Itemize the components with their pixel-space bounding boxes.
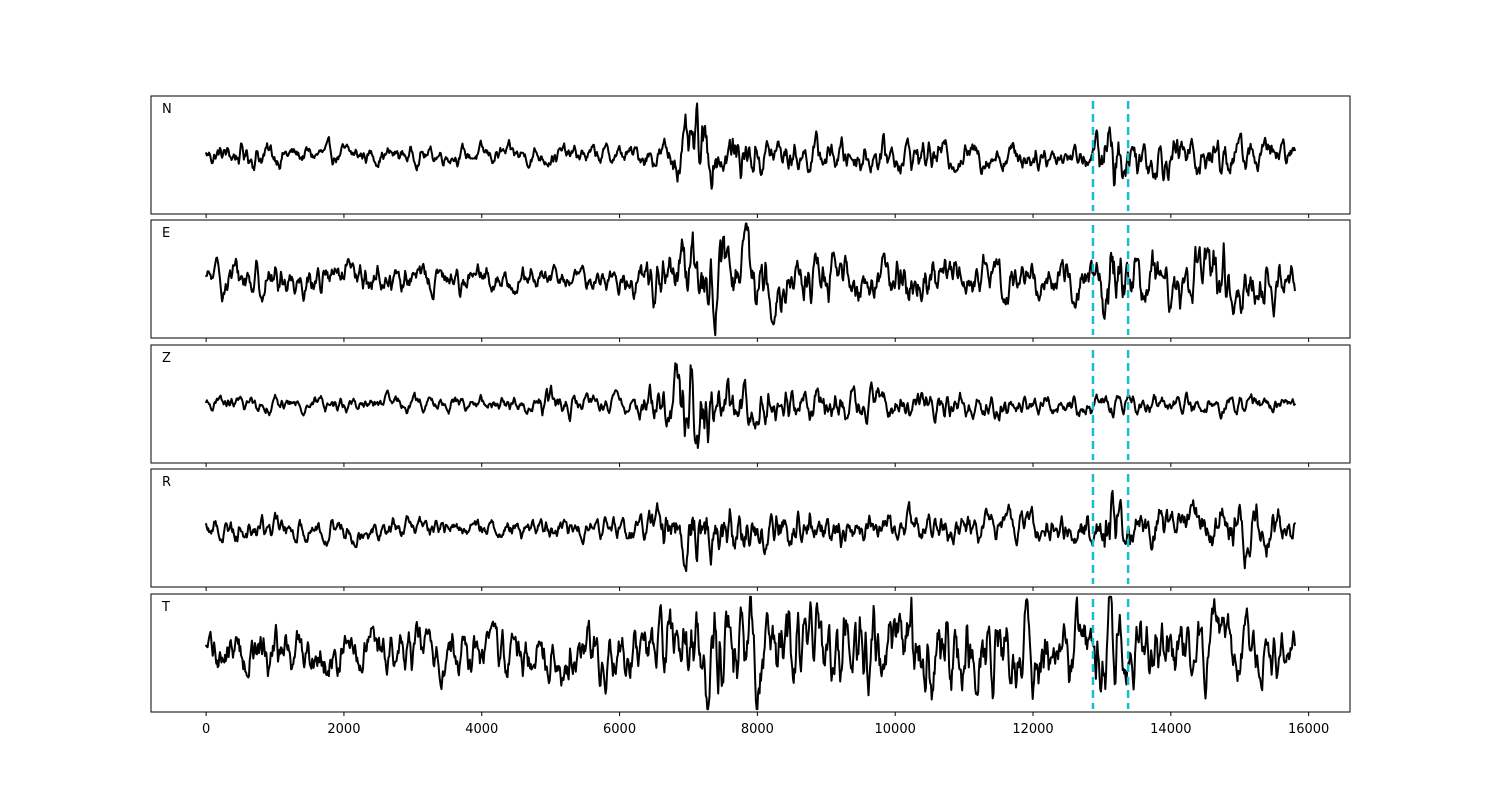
- panel-frame: [150, 95, 1351, 215]
- panel-r: R: [150, 468, 1351, 591]
- panel-frame: [150, 468, 1351, 588]
- panel-frame: [150, 219, 1351, 339]
- panel-label: R: [162, 475, 171, 490]
- panel-label: Z: [162, 351, 171, 366]
- panel-n: N: [150, 95, 1351, 218]
- trace-n: [205, 102, 1296, 190]
- trace-e: [205, 222, 1296, 337]
- x-tick-label: 14000: [1150, 722, 1191, 737]
- trace-r: [205, 489, 1296, 573]
- panel-label: N: [162, 102, 172, 117]
- x-tick-label: 12000: [1012, 722, 1053, 737]
- panel-e: E: [150, 219, 1351, 342]
- panel-frame: [150, 593, 1351, 713]
- panel-label: T: [161, 600, 170, 615]
- panel-frame: [150, 344, 1351, 464]
- panel-label: E: [162, 226, 170, 241]
- panel-t: T: [150, 593, 1351, 716]
- trace-z: [205, 362, 1296, 449]
- x-tick-label: 2000: [327, 722, 360, 737]
- x-tick-label: 10000: [875, 722, 916, 737]
- panel-z: Z: [150, 344, 1351, 467]
- x-tick-label: 6000: [603, 722, 636, 737]
- trace-t: [205, 595, 1296, 711]
- x-tick-label: 4000: [465, 722, 498, 737]
- x-tick-label: 0: [202, 722, 210, 737]
- x-tick-label: 8000: [741, 722, 774, 737]
- x-tick-label: 16000: [1288, 722, 1329, 737]
